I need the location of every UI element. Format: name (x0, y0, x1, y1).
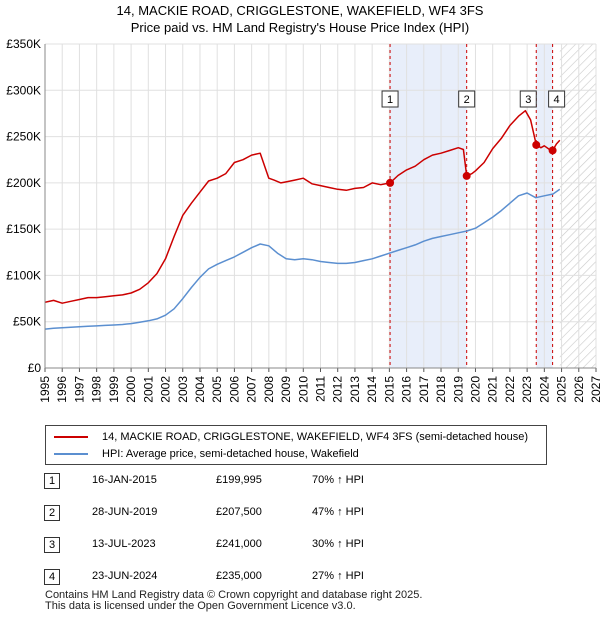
y-tick-label: £100K (6, 268, 41, 282)
title-line-1: 14, MACKIE ROAD, CRIGGLESTONE, WAKEFIELD… (116, 3, 484, 18)
x-tick-label: 1998 (90, 376, 104, 403)
transaction-label: 3 (525, 94, 531, 106)
table-row: 2 28-JUN-2019 £207,500 47% ↑ HPI (40, 505, 460, 525)
transaction-label: 2 (464, 94, 470, 106)
x-tick-label: 2007 (245, 376, 259, 403)
title-line-2: Price paid vs. HM Land Registry's House … (130, 20, 470, 35)
y-tick-label: £250K (6, 130, 41, 144)
x-tick-label: 2000 (124, 376, 138, 403)
transaction-date: 23-JUN-2024 (92, 570, 158, 582)
x-tick-label: 2008 (262, 376, 276, 403)
transaction-label: 1 (387, 94, 393, 106)
table-row: 3 13-JUL-2023 £241,000 30% ↑ HPI (40, 537, 460, 557)
y-tick-label: £350K (6, 37, 41, 51)
x-tick-label: 2013 (348, 376, 362, 403)
x-tick-label: 2018 (434, 376, 448, 403)
x-tick-label: 2003 (176, 376, 190, 403)
x-tick-label: 2009 (279, 376, 293, 403)
x-tick-label: 2026 (572, 376, 586, 403)
legend-label-hpi: HPI: Average price, semi-detached house,… (102, 448, 359, 460)
chart-legend: 14, MACKIE ROAD, CRIGGLESTONE, WAKEFIELD… (45, 425, 547, 465)
x-tick-label: 2004 (193, 376, 207, 403)
transaction-hpi-change: 27% ↑ HPI (312, 570, 364, 582)
transaction-label-box (519, 90, 537, 108)
transaction-date: 16-JAN-2015 (92, 474, 157, 486)
table-row: 1 16-JAN-2015 £199,995 70% ↑ HPI (40, 473, 460, 493)
x-tick-label: 2015 (382, 376, 396, 403)
x-tick-label: 2001 (141, 376, 155, 403)
transaction-marker-badge: 4 (44, 569, 60, 585)
property-price-line (45, 109, 561, 304)
transaction-label-box (381, 90, 399, 108)
x-tick-label: 2025 (555, 376, 569, 403)
transaction-label: 4 (554, 94, 560, 106)
transaction-label-box (548, 90, 566, 108)
x-tick-label: 2010 (296, 376, 310, 403)
x-tick-label: 2005 (210, 376, 224, 403)
x-tick-label: 2027 (589, 376, 600, 403)
legend-swatch-hpi (54, 453, 88, 455)
transaction-point (462, 171, 471, 180)
price-chart: £0 £50K £100K £150K £200K £250K £300K £350K 1995… (6, 37, 600, 403)
transaction-label-box (458, 90, 476, 108)
x-tick-label: 2019 (451, 376, 465, 403)
x-tick-label: 1999 (107, 376, 121, 403)
table-row: 4 23-JUN-2024 £235,000 27% ↑ HPI (40, 569, 460, 589)
chart-title: 14, MACKIE ROAD, CRIGGLESTONE, WAKEFIELD… (0, 2, 600, 36)
x-tick-label: 2011 (314, 376, 328, 402)
hatched-forecast-region (559, 44, 596, 368)
x-tick-label: 2017 (417, 376, 431, 403)
transaction-hpi-change: 70% ↑ HPI (312, 474, 364, 486)
x-tick-label: 2012 (331, 376, 345, 403)
legend-swatch-property (54, 436, 88, 438)
transaction-point (548, 146, 557, 155)
transaction-marker-badge: 3 (44, 537, 60, 553)
x-tick-label: 2024 (537, 376, 551, 403)
x-tick-label: 2020 (468, 376, 482, 403)
x-tick-label: 2016 (400, 376, 414, 403)
y-tick-label: £200K (6, 176, 41, 190)
transaction-price: £241,000 (216, 538, 262, 550)
y-tick-label: £150K (6, 222, 41, 236)
transaction-marker-badge: 1 (44, 473, 60, 489)
y-tick-label: £50K (13, 315, 41, 329)
transaction-point (532, 140, 541, 149)
hpi-line (45, 188, 561, 330)
transaction-date: 13-JUL-2023 (92, 538, 156, 550)
footer-line-1: Contains HM Land Registry data © Crown c… (45, 589, 423, 601)
transaction-hpi-change: 30% ↑ HPI (312, 538, 364, 550)
transaction-price: £207,500 (216, 506, 262, 518)
x-tick-label: 2014 (365, 376, 379, 403)
x-tick-label: 1995 (38, 376, 52, 403)
y-tick-label: £300K (6, 83, 41, 97)
footer-line-2: This data is licensed under the Open Gov… (45, 600, 356, 612)
transaction-point (386, 178, 395, 187)
footer-attribution: Contains HM Land Registry data © Crown c… (45, 590, 422, 612)
x-tick-label: 2022 (503, 376, 517, 403)
transaction-marker-badge: 2 (44, 505, 60, 521)
shaded-ownership-period (390, 44, 467, 368)
x-tick-label: 1997 (72, 376, 86, 403)
y-tick-label: £0 (28, 361, 42, 375)
x-tick-label: 2023 (520, 376, 534, 403)
x-tick-label: 2021 (486, 376, 500, 403)
legend-label-property: 14, MACKIE ROAD, CRIGGLESTONE, WAKEFIELD… (102, 431, 529, 443)
transaction-price: £199,995 (216, 474, 262, 486)
x-tick-label: 1996 (55, 376, 69, 403)
transaction-hpi-change: 47% ↑ HPI (312, 506, 364, 518)
x-tick-label: 2002 (159, 376, 173, 403)
x-tick-label: 2006 (227, 376, 241, 403)
transaction-date: 28-JUN-2019 (92, 506, 158, 518)
transaction-price: £235,000 (216, 570, 262, 582)
